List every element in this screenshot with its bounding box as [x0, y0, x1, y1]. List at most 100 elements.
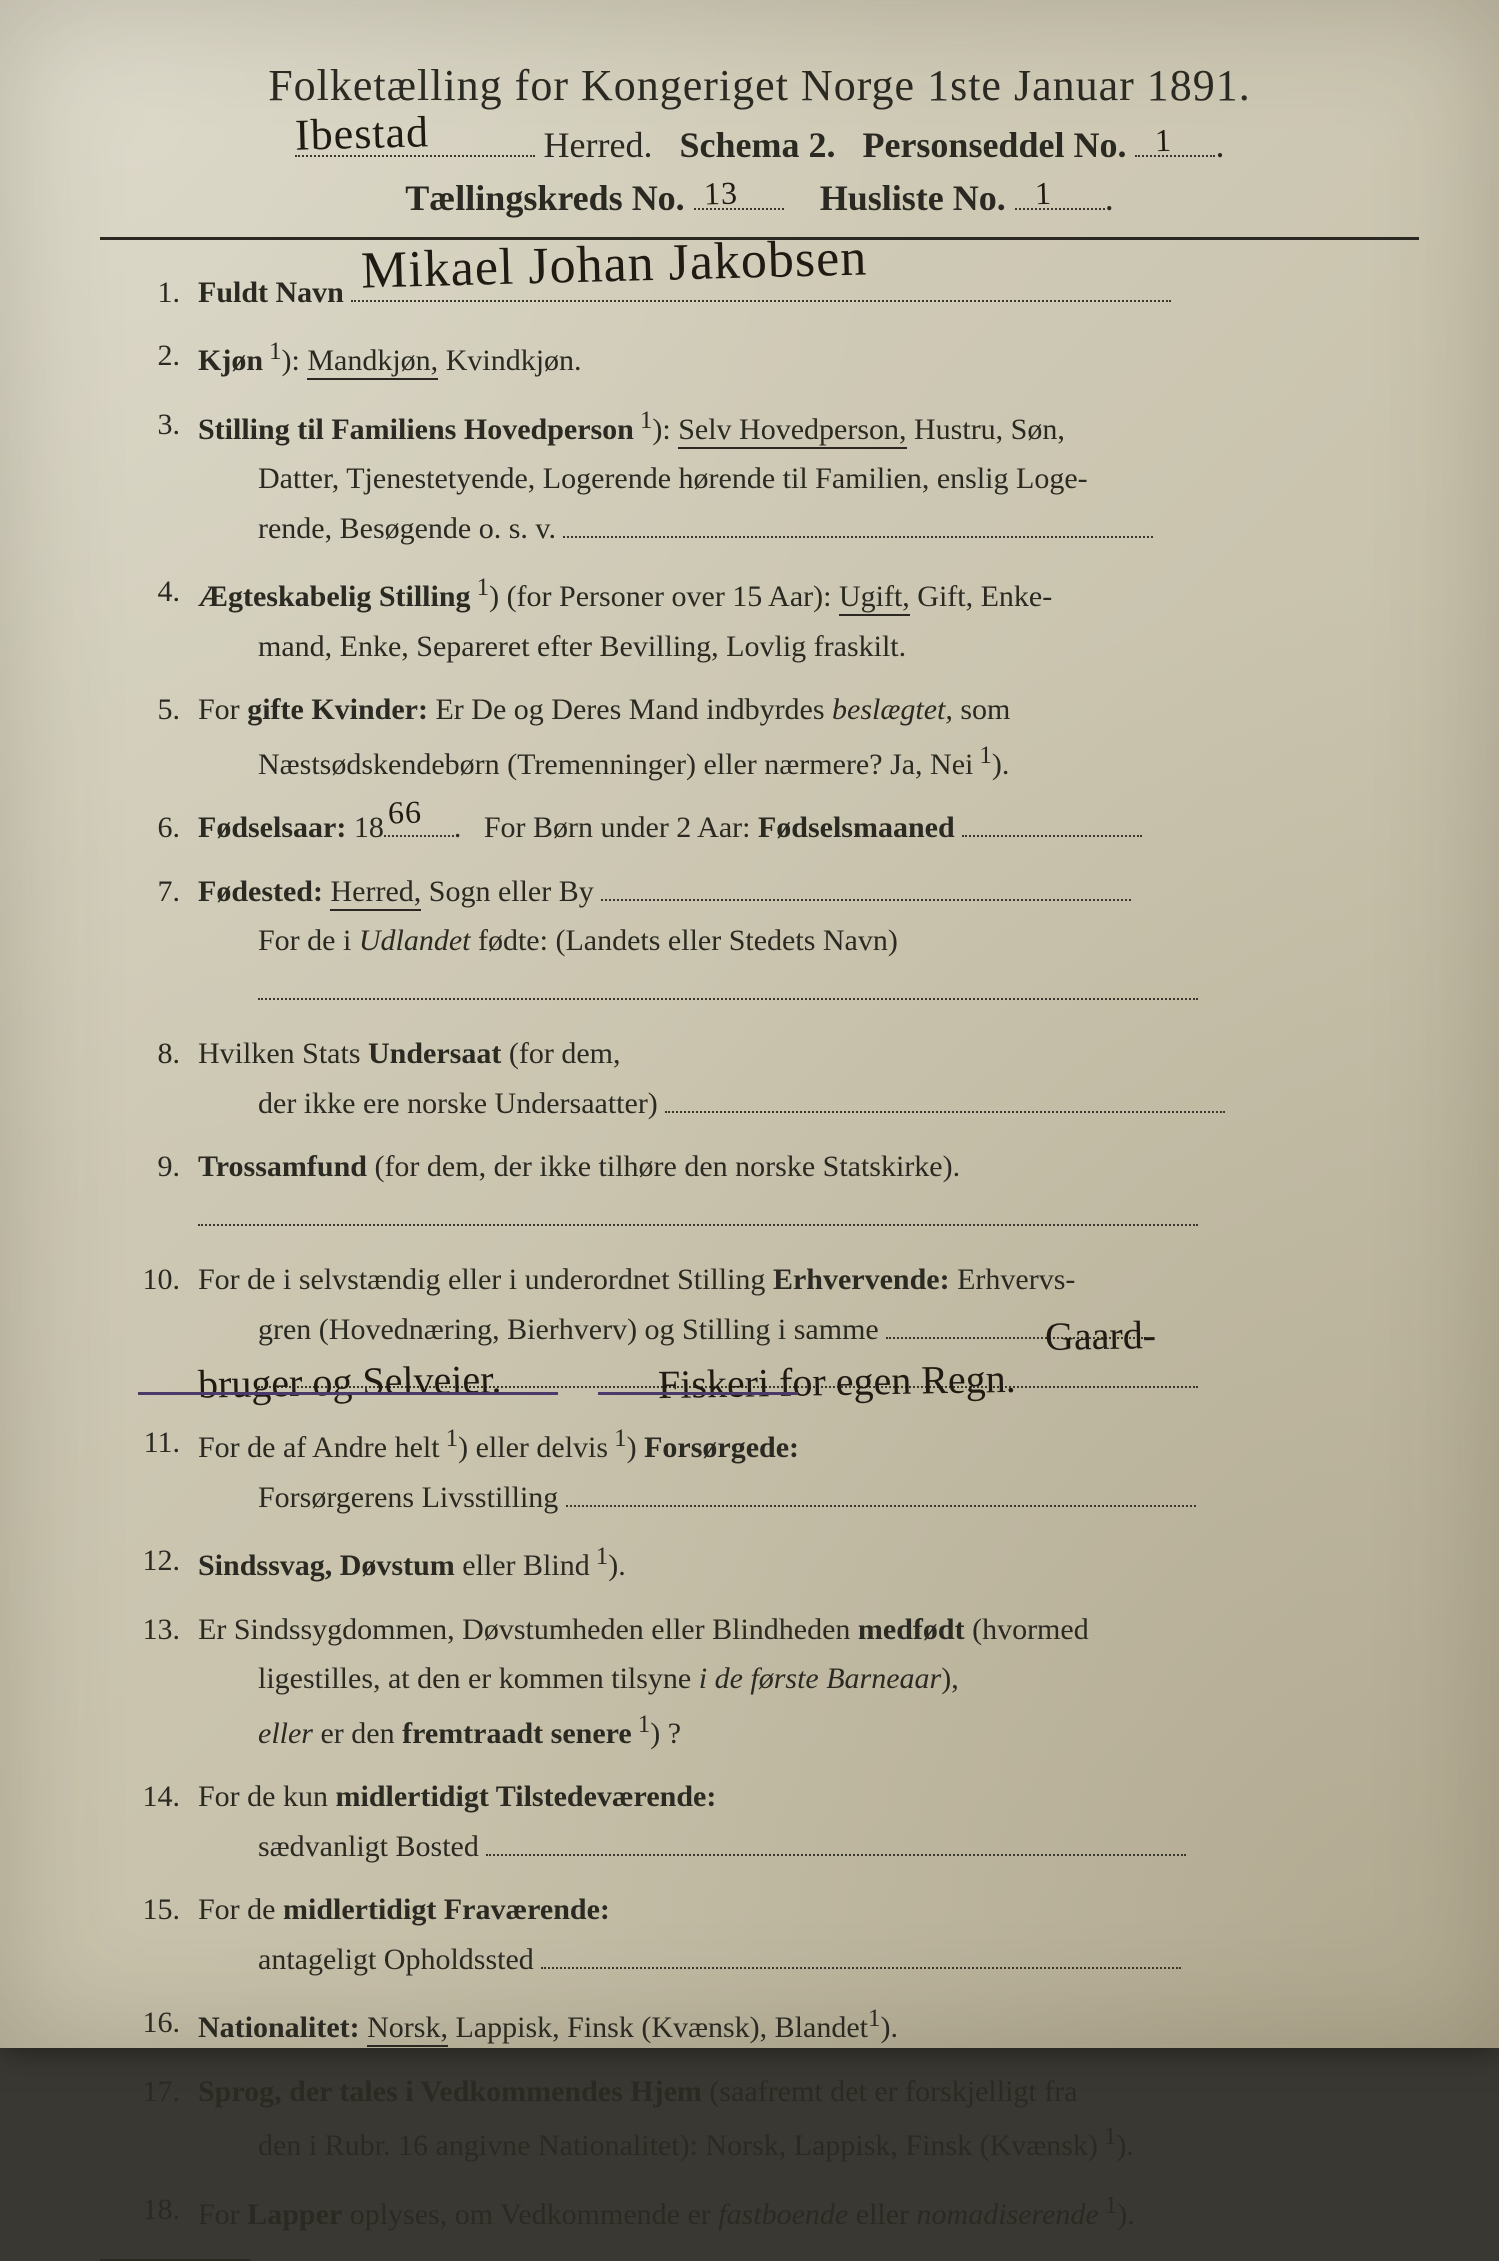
item-4-underlined: Ugift, [839, 580, 910, 616]
item-8-fill [665, 1081, 1225, 1113]
item-6-year-pre: 18 [354, 811, 384, 844]
item-18-sup: 1 [1105, 2192, 1118, 2219]
form-items: Fuldt Navn Mikael Johan Jakobsen Kjøn 1)… [100, 268, 1419, 2240]
item-9-fill-line [198, 1192, 1419, 1242]
header-line-3: Tællingskreds No. 13 Husliste No. 1 . [100, 172, 1419, 219]
item-3-label: Stilling til Familiens Hovedperson [198, 413, 634, 446]
year-hw: 66 [387, 786, 422, 840]
occupation-hw-3: Fiskeri for egen Regn. [657, 1345, 1016, 1417]
item-8-line2: der ikke ere norske Undersaatter) [198, 1079, 1419, 1129]
item-13-line2: ligestilles, at den er kommen tilsyne i … [198, 1654, 1419, 1704]
name-hw: Mikael Johan Jakobsen [360, 215, 868, 314]
item-15-line2: antageligt Opholdssted [198, 1935, 1419, 1985]
item-16: Nationalitet: Norsk, Lappisk, Finsk (Kvæ… [130, 1998, 1419, 2053]
item-8-line1: Hvilken Stats [198, 1037, 361, 1070]
item-3-line3-text: rende, Besøgende o. s. v. [258, 512, 556, 545]
item-18-label: Lapper [247, 2198, 342, 2231]
item-18-text: oplyses, om Vedkommende er [350, 2198, 711, 2231]
item-11-line2-text: Forsørgerens Livsstilling [258, 1481, 558, 1514]
husliste-hw: 1 [1034, 174, 1052, 211]
item-4-line2: mand, Enke, Separeret efter Bevilling, L… [198, 622, 1419, 672]
item-3-sup: 1 [640, 407, 653, 434]
item-16-label: Nationalitet: [198, 2011, 360, 2044]
item-5-text1: Er De og Deres Mand indbyrdes [435, 693, 824, 726]
schema-label: Schema 2. [679, 125, 835, 165]
census-form-page: Folketælling for Kongeriget Norge 1ste J… [0, 0, 1499, 2048]
item-4-paren: (for Personer over 15 Aar): [507, 580, 832, 613]
item-18-mid: eller [856, 2198, 909, 2231]
item-9-label: Trossamfund [198, 1150, 367, 1183]
item-10-line3: bruger og Selveier. Fiskeri for egen Reg… [198, 1354, 1419, 1404]
item-5-end: ). [992, 748, 1010, 781]
item-8-label: Undersaat [368, 1037, 501, 1070]
item-15: For de midlertidigt Fraværende: antageli… [130, 1885, 1419, 1984]
item-18-ital1: fastboende [718, 2198, 848, 2231]
item-3: Stilling til Familiens Hovedperson 1): S… [130, 400, 1419, 554]
item-7-line3 [198, 966, 1419, 1016]
item-7-fill1 [601, 869, 1131, 901]
item-2: Kjøn 1): Mandkjøn, Kvindkjøn. [130, 331, 1419, 386]
form-content: Folketælling for Kongeriget Norge 1ste J… [100, 60, 1419, 2261]
item-8: Hvilken Stats Undersaat (for dem, der ik… [130, 1029, 1419, 1128]
item-1: Fuldt Navn Mikael Johan Jakobsen [130, 268, 1419, 318]
item-10-line1b: Erhvervs- [957, 1263, 1075, 1296]
item-5-sup: 1 [979, 742, 992, 769]
item-6: Fødselsaar: 1866. For Børn under 2 Aar: … [130, 803, 1419, 853]
item-13-b2: fremtraadt senere [402, 1717, 632, 1750]
item-17-line2-text: den i Rubr. 16 angivne Nationalitet): No… [258, 2129, 1098, 2162]
item-7-ital: Udlandet [359, 924, 471, 957]
item-18-end: ). [1117, 2198, 1135, 2231]
item-4-label: Ægteskabelig Stilling [198, 580, 471, 613]
item-9: Trossamfund (for dem, der ikke tilhøre d… [130, 1142, 1419, 1241]
item-12-label: Sindssvag, Døvstum [198, 1549, 455, 1582]
item-2-underlined: Mandkjøn, [307, 344, 438, 380]
item-1-label: Fuldt Navn [198, 276, 344, 309]
item-9-fill [198, 1194, 1198, 1226]
item-2-label: Kjøn [198, 344, 263, 377]
item-8-line1b: (for dem, [509, 1037, 621, 1070]
item-6-text: For Børn under 2 Aar: [484, 811, 751, 844]
item-5: For gifte Kvinder: Er De og Deres Mand i… [130, 685, 1419, 789]
item-11-label: Forsørgede: [644, 1431, 799, 1464]
item-15-line2-text: antageligt Opholdssted [258, 1943, 534, 1976]
item-11-fill [566, 1475, 1196, 1507]
item-10-line2-text: gren (Hovednæring, Bierhverv) og Stillin… [258, 1313, 879, 1346]
item-11-line1: For de af Andre helt [198, 1431, 440, 1464]
item-5-label: gifte Kvinder: [247, 693, 428, 726]
item-13-line1: Er Sindssygdommen, Døvstumheden eller Bl… [198, 1613, 850, 1646]
item-6-fill [962, 806, 1142, 838]
item-14-fill [486, 1824, 1186, 1856]
item-3-line2: Datter, Tjenestetyende, Logerende hørend… [198, 454, 1419, 504]
item-6-label: Fødselsaar: [198, 811, 346, 844]
item-13-line3ital: eller [258, 1717, 313, 1750]
item-16-underlined: Norsk, [367, 2011, 448, 2047]
item-17-label: Sprog, der tales i Vedkommendes Hjem [198, 2075, 702, 2108]
item-14-label: midlertidigt Tilstedeværende: [336, 1780, 717, 1813]
item-12-text: eller Blind [462, 1549, 589, 1582]
herred-label: Herred. [544, 125, 653, 165]
item-11-sup1: 1 [446, 1425, 459, 1452]
purple-underline-1 [138, 1392, 558, 1395]
item-10-line2: gren (Hovednæring, Bierhverv) og Stillin… [198, 1305, 1419, 1355]
taellingskreds-label: Tællingskreds No. [405, 178, 684, 218]
item-5-ital1: beslægtet, [832, 693, 953, 726]
item-10-label1: Erhvervende: [773, 1263, 950, 1296]
item-8-line2-text: der ikke ere norske Undersaatter) [258, 1087, 658, 1120]
item-11-sup2: 1 [614, 1425, 627, 1452]
item-7-line2a: For de i [258, 924, 351, 957]
item-17-sup: 1 [1104, 2123, 1117, 2150]
item-4: Ægteskabelig Stilling 1) (for Personer o… [130, 567, 1419, 671]
item-10: For de i selvstændig eller i underordnet… [130, 1255, 1419, 1404]
item-10-line1a: For de i selvstændig eller i underordnet… [198, 1263, 765, 1296]
item-15-line1: For de [198, 1893, 276, 1926]
item-15-label: midlertidigt Fraværende: [283, 1893, 610, 1926]
header-line-2: Ibestad Herred. Schema 2. Personseddel N… [100, 119, 1419, 166]
occupation-hw-2: bruger og Selveier. [197, 1346, 501, 1417]
item-18-line1: For [198, 2198, 240, 2231]
item-6-label2: Fødselsmaaned [758, 811, 955, 844]
item-3-underlined: Selv Hovedperson, [678, 413, 906, 449]
item-4-sup: 1 [477, 574, 490, 601]
item-18-ital2: nomadiserende [917, 2198, 1099, 2231]
item-16-sup: 1 [868, 2005, 881, 2032]
item-7-underlined: Herred, [330, 875, 421, 911]
